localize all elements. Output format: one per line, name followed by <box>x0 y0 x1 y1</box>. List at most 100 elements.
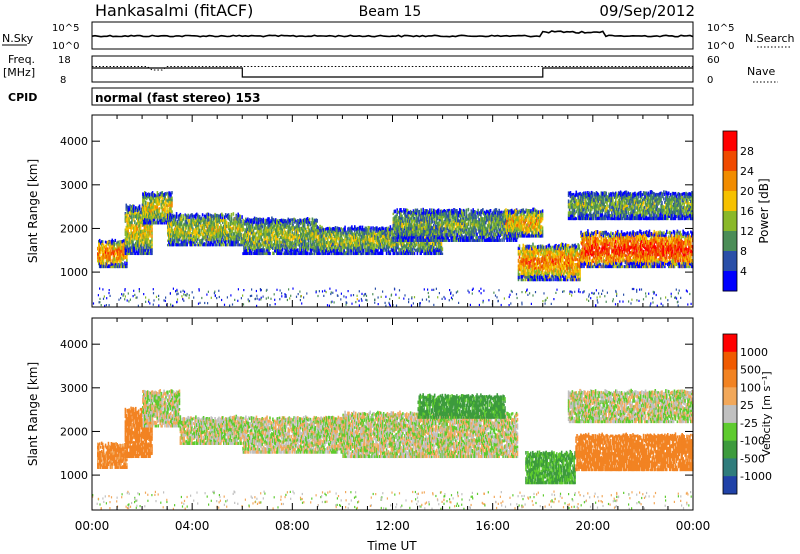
echo-cell <box>137 232 140 236</box>
echo-cell <box>529 219 531 222</box>
echo-cell <box>125 233 128 237</box>
echo-cell <box>463 235 466 240</box>
echo-cell <box>306 217 309 221</box>
echo-cell <box>238 230 240 234</box>
echo-cell <box>183 239 186 244</box>
echo-cell <box>366 243 369 247</box>
echo-cell <box>129 226 131 230</box>
echo-cell <box>218 237 220 242</box>
echo-cell <box>123 265 125 269</box>
echo-cell <box>484 222 486 226</box>
echo-cell <box>128 208 130 212</box>
echo-cell <box>247 243 249 247</box>
echo-cell <box>311 222 314 227</box>
echo-cell <box>493 231 496 235</box>
echo-cell <box>124 255 126 260</box>
echo-cell <box>167 243 169 247</box>
echo-cell <box>511 228 513 233</box>
echo-cell <box>424 238 426 242</box>
echo-cell <box>136 228 138 232</box>
echo-cell <box>286 251 289 256</box>
echo-cell <box>405 208 407 213</box>
echo-cell <box>250 246 253 250</box>
echo-cell <box>302 246 305 249</box>
echo-cell <box>316 218 318 223</box>
echo-cell <box>530 212 532 216</box>
echo-cell <box>429 218 431 222</box>
echo-cell <box>417 233 420 237</box>
echo-cell <box>344 233 346 238</box>
echo-cell <box>183 237 186 240</box>
echo-cell <box>192 231 194 234</box>
echo-cell <box>434 224 437 229</box>
echo-cell <box>107 259 110 263</box>
echo-cell <box>406 227 409 231</box>
echo-cell <box>126 217 129 221</box>
echo-cell <box>397 246 399 250</box>
echo-cell <box>396 225 398 229</box>
echo-cell <box>123 251 125 255</box>
echo-cell <box>212 233 214 237</box>
echo-cell <box>292 234 294 238</box>
echo-cell <box>221 225 223 229</box>
echo-cell <box>246 218 248 223</box>
echo-cell <box>409 230 412 233</box>
echo-cell <box>394 236 396 239</box>
echo-cell <box>229 220 232 224</box>
echo-cell <box>133 249 135 253</box>
echo-cell <box>512 224 515 229</box>
echo-cell <box>515 236 518 240</box>
echo-cell <box>221 235 223 238</box>
echo-cell <box>525 223 527 227</box>
echo-cell <box>283 222 286 226</box>
echo-cell <box>370 242 372 246</box>
echo-cell <box>192 214 194 219</box>
echo-cell <box>379 251 381 255</box>
echo-cell <box>446 209 448 212</box>
echo-cell <box>458 219 460 223</box>
echo-cell <box>262 241 265 245</box>
echo-cell <box>528 230 530 234</box>
echo-cell <box>488 214 491 219</box>
echo-cell <box>171 243 173 247</box>
echo-cell <box>113 260 116 263</box>
echo-cell <box>151 216 154 220</box>
echo-cell <box>422 215 424 220</box>
echo-cell <box>205 213 208 217</box>
echo-cell <box>427 244 429 248</box>
echo-cell <box>334 246 337 250</box>
echo-cell <box>396 251 398 256</box>
echo-cell <box>188 225 190 230</box>
echo-cell <box>358 229 361 234</box>
echo-cell <box>500 218 502 222</box>
echo-cell <box>265 230 267 235</box>
echo-cell <box>450 209 452 213</box>
echo-cell <box>130 220 132 224</box>
echo-cell <box>520 224 523 229</box>
echo-cell <box>479 213 481 217</box>
echo-cell <box>379 227 381 231</box>
echo-cell <box>124 232 127 236</box>
echo-cell <box>296 248 298 252</box>
echo-cell <box>377 239 379 243</box>
echo-cell <box>211 214 213 219</box>
echo-cell <box>130 215 132 219</box>
echo-cell <box>299 238 301 243</box>
echo-cell <box>497 239 500 242</box>
echo-cell <box>287 225 290 230</box>
echo-cell <box>373 251 375 256</box>
echo-cell <box>493 211 496 215</box>
echo-cell <box>325 242 327 246</box>
echo-cell <box>433 213 436 218</box>
echo-cell <box>112 244 115 248</box>
echo-cell <box>297 225 299 228</box>
echo-cell <box>245 242 247 247</box>
echo-cell <box>537 225 539 230</box>
echo-cell <box>464 227 467 231</box>
echo-cell <box>116 245 118 250</box>
echo-cell <box>509 212 511 216</box>
echo-cell <box>417 216 420 220</box>
echo-cell <box>299 235 301 239</box>
echo-cell <box>120 259 122 264</box>
echo-cell <box>464 236 467 240</box>
